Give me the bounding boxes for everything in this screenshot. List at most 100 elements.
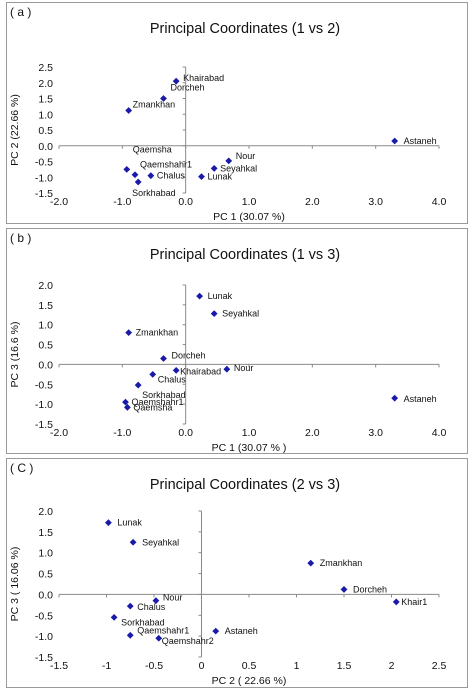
data-point-label: Astaneh [404,136,437,146]
y-tick-label: 0.0 [38,359,53,371]
y-tick-label: 1.0 [38,109,53,121]
x-tick-label: 1.5 [337,660,352,672]
x-tick-label: 0.0 [178,196,193,208]
data-point-label: Lunak [208,172,233,182]
y-axis-title: PC 2 (22.66 %) [9,94,21,166]
data-point-label: Chalus [157,171,186,181]
data-point-marker [134,178,142,186]
y-tick-label: -1.5 [35,188,53,200]
data-point-marker [172,366,180,374]
x-tick-label: 2.5 [432,660,447,672]
chart-panel-b: ( b ) Principal Coordinates (1 vs 3) -2.0-… [6,228,468,454]
data-point-label: Zmankhan [136,328,179,338]
x-axis-title: PC 1 (30.07 % ) [212,442,287,453]
data-point-marker [155,634,163,642]
data-point-label: Seyahkal [222,309,259,319]
data-point-label: Dorcheh [353,584,387,594]
y-tick-label: 1.5 [38,94,53,106]
y-tick-label: 0.0 [38,589,53,601]
chart-panel-a: ( a ) Principal Coordinates (1 vs 2) -2.0-… [6,2,468,224]
panel-label: ( C ) [10,461,33,475]
data-point-label: Qaemshahr1 [137,625,189,635]
y-tick-label: 1.0 [38,320,53,332]
data-point-marker [210,310,218,317]
x-tick-label: -0.5 [145,660,163,672]
data-point-label: Zmankhan [320,558,363,568]
data-point-marker [125,107,133,114]
y-tick-label: 0.5 [38,569,53,581]
y-tick-label: -1.0 [35,172,53,184]
x-tick-label: 3.0 [368,196,383,208]
data-point-label: Nour [234,363,254,373]
y-tick-label: 2.5 [38,62,53,74]
data-point-label: Astaneh [225,626,258,636]
x-tick-label: -2.0 [50,196,68,208]
data-point-marker [196,292,203,300]
chart-title: Principal Coordinates (2 vs 3) [150,477,340,493]
y-tick-label: 2.0 [38,506,53,518]
scatter-chart-2-vs-3: ( C )Principal Coordinates (2 vs 3)-1.5-… [9,461,447,687]
y-tick-label: 2.0 [38,78,53,90]
y-axis-title: PC 3 ( 16.06 %) [9,547,21,622]
y-tick-label: -0.5 [35,379,53,391]
data-point-label: Seyahkal [220,163,257,173]
data-point-label: Dorcheh [172,350,206,360]
data-point-label: Lunak [117,518,142,528]
data-point-marker [391,137,399,145]
data-point-marker [212,627,220,635]
data-point-marker [340,586,348,593]
data-point-label: Khair1 [401,597,427,607]
chart-title: Principal Coordinates (1 vs 3) [150,247,340,263]
y-tick-label: -0.5 [35,610,53,622]
data-point-label: Zmankhan [133,99,176,109]
data-point-marker [125,329,133,337]
y-tick-label: -1.5 [35,419,53,431]
data-point-label: Khairabad [183,73,224,83]
data-point-label: Seyahkal [142,537,179,547]
x-axis-title: PC 2 ( 22.66 %) [212,675,287,687]
x-tick-label: -1.5 [50,660,68,672]
data-point-marker [160,355,167,362]
data-point-label: Qaemsha [133,144,172,154]
y-tick-label: 2.0 [38,280,53,292]
x-tick-label: 0.5 [242,660,257,672]
data-point-marker [160,95,167,102]
chart-panel-c: ( C ) Principal Coordinates (2 vs 3) -1.5-… [6,458,468,688]
x-tick-label: 0 [199,660,205,672]
data-point-marker [172,77,180,85]
y-tick-label: 1.5 [38,527,53,539]
x-tick-label: 3.0 [368,427,383,439]
data-point-marker [110,613,118,621]
data-point-label: Sorkhabad [142,390,186,400]
x-tick-label: 1.0 [242,427,257,439]
data-point-label: Khairabad [180,366,221,376]
y-tick-label: -1.5 [35,652,53,664]
data-point-marker [307,559,315,567]
y-tick-label: 1.0 [38,548,53,560]
panel-label: ( a ) [10,5,31,19]
x-tick-label: 0.0 [178,427,193,439]
x-axis-title: PC 1 (30.07 %) [213,211,285,223]
data-point-label: Nour [236,151,256,161]
x-tick-label: -1.0 [113,196,131,208]
data-point-label: Qaemshahr1 [140,160,192,170]
x-tick-label: 1.0 [242,196,257,208]
y-tick-label: -1.0 [35,631,53,643]
data-point-marker [122,398,129,406]
data-point-label: Sorkhabad [121,617,165,627]
data-point-marker [129,538,137,546]
data-point-marker [123,165,131,173]
data-point-marker [105,519,112,527]
x-tick-label: -1 [102,660,111,672]
scatter-chart-1-vs-3: ( b )Principal Coordinates (1 vs 3)-2.0-… [9,231,447,453]
y-tick-label: 1.5 [38,300,53,312]
data-point-label: Chalus [137,602,166,612]
data-point-marker [391,394,399,402]
data-point-marker [225,157,233,165]
y-tick-label: 0.5 [38,340,53,352]
y-tick-label: -1.0 [35,399,53,411]
x-tick-label: 4.0 [432,427,447,439]
data-point-label: Qaemsha [133,402,172,412]
data-point-marker [210,165,218,172]
data-point-label: Qaemshahr2 [162,636,214,646]
